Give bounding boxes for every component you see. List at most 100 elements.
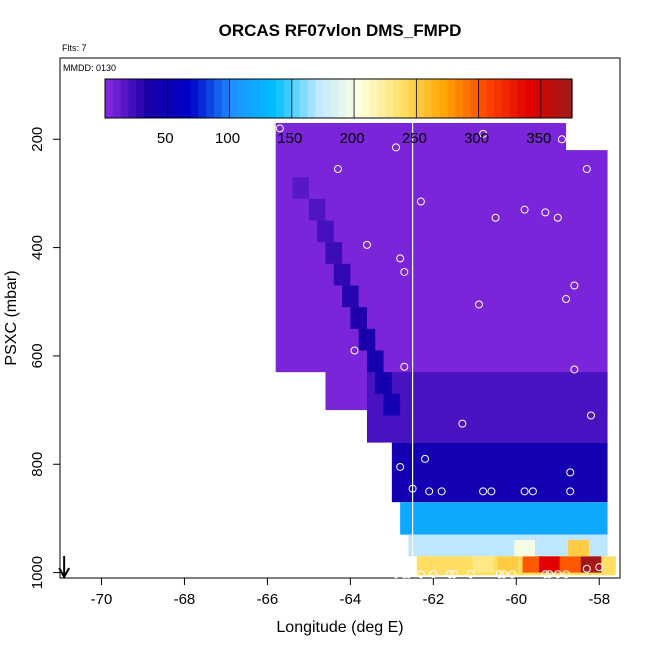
sample-point-48: [582, 564, 591, 573]
heatmap-edge-cell-3: [325, 242, 343, 264]
sample-point-16: [570, 281, 579, 290]
sample-point-10: [491, 213, 500, 222]
x-tick-label-1: -68: [174, 591, 196, 608]
colorbar-segment-56: [540, 79, 550, 118]
sample-point-33: [392, 570, 400, 579]
colorbar-segment-57: [548, 79, 558, 118]
colorbar-segment-0: [105, 79, 114, 118]
colorbar-segment-39: [408, 79, 417, 118]
colorbar-segment-44: [447, 79, 456, 118]
arrow-head: [58, 567, 71, 580]
sample-point-46: [553, 570, 562, 579]
colorbar-segment-6: [151, 79, 161, 118]
colorbar-segment-9: [175, 79, 184, 118]
colorbar-segment-33: [361, 79, 371, 118]
heatmap-edge-cell-2: [317, 220, 334, 243]
colorbar-segment-18: [245, 79, 254, 118]
plot-frame: [59, 57, 621, 579]
chart-title: ORCAS RF07vlon DMS_FMPD: [219, 21, 462, 40]
colorbar-segment-54: [525, 79, 534, 118]
colorbar-tick-label-3: 200: [340, 130, 365, 147]
colorbar-segment-15: [221, 79, 231, 118]
colorbar-segment-27: [315, 79, 324, 118]
colorbar-segment-3: [128, 79, 137, 118]
heatmap-edge-cell-4: [333, 263, 351, 286]
heatmap-hot-cell-0: [472, 556, 494, 573]
heatmap-edge-cell-1: [308, 198, 326, 221]
sample-point-22: [421, 454, 430, 463]
sample-point-6: [541, 208, 550, 217]
sample-point-49: [595, 563, 604, 572]
colorbar-segment-5: [143, 79, 153, 118]
sample-point-29: [487, 487, 496, 496]
heatmap-edge-cell-7: [358, 328, 376, 351]
colorbar-frame: [104, 78, 573, 119]
sample-point-45: [545, 570, 554, 579]
colorbar-segment-26: [307, 79, 316, 118]
sample-point-0: [275, 124, 284, 133]
arrow-marker: [58, 556, 71, 580]
colorbar-segment-25: [299, 79, 308, 118]
sample-point-21: [458, 419, 467, 428]
heatmap-region-4: [400, 502, 608, 535]
heatmap-edge-cell-6: [350, 307, 367, 329]
heatmap-edge-cell-8: [366, 350, 384, 373]
sample-point-18: [400, 362, 409, 371]
sample-point-2: [392, 143, 400, 152]
sample-point-23: [396, 462, 405, 471]
colorbar-segment-41: [424, 79, 433, 118]
x-axis-label: Longitude (deg E): [276, 619, 403, 636]
x-tick-label-2: -66: [257, 591, 279, 608]
sample-points: [275, 124, 604, 579]
colorbar-tick-label-6: 350: [526, 130, 551, 147]
colorbar-segment-20: [260, 79, 270, 118]
heatmap-region-2: [366, 372, 608, 443]
y-tick-label-0: 200: [29, 127, 46, 152]
sample-point-3: [416, 197, 425, 206]
sample-point-7: [553, 213, 562, 222]
heatmap-region-3: [391, 442, 608, 503]
heatmap-hot-cell-3: [539, 556, 560, 573]
colorbar-segment-13: [206, 79, 215, 118]
y-tick-label-3: 800: [29, 452, 46, 477]
heatmap-edge-cell-5: [342, 285, 359, 308]
sample-point-11: [362, 240, 371, 249]
colorbar-segment-49: [486, 79, 495, 118]
sample-point-27: [437, 487, 446, 496]
heatmap-hot-cell-7: [568, 540, 589, 557]
colorbar-segment-31: [346, 79, 355, 118]
sample-point-39: [450, 570, 459, 579]
colorbar-segment-23: [284, 79, 293, 118]
sample-point-4: [479, 129, 488, 138]
heatmap-edge-cell-10: [383, 393, 401, 416]
colorbar-segment-16: [229, 79, 238, 118]
colorbar-tick-label-5: 300: [464, 130, 489, 147]
sample-point-14: [474, 300, 483, 309]
colorbar-segment-14: [213, 79, 223, 118]
sample-point-12: [396, 254, 405, 263]
colorbar-segment-37: [392, 79, 402, 118]
x-tick-label-5: -60: [505, 591, 527, 608]
colorbar-segment-42: [431, 79, 441, 118]
sample-point-20: [586, 411, 595, 420]
sample-point-19: [570, 365, 579, 374]
chart-annotation: MMDD: 0130: [63, 63, 116, 73]
colorbar-segment-4: [136, 79, 145, 118]
colorbar-segment-29: [330, 79, 340, 118]
colorbar-tick-label-2: 150: [277, 130, 302, 147]
sample-point-26: [425, 487, 434, 496]
sample-point-25: [408, 484, 417, 493]
colorbar-segment-43: [439, 79, 449, 118]
colorbar-segment-32: [354, 79, 363, 118]
sample-point-9: [582, 165, 591, 174]
heatmap-cells: [275, 123, 616, 576]
sample-point-31: [528, 487, 537, 496]
colorbar: 50 100 150 200 250 300 350: [104, 78, 573, 147]
y-tick-label-4: 1000: [29, 556, 46, 589]
heatmap-hot-cell-2: [522, 556, 544, 573]
colorbar-segment-2: [120, 79, 129, 118]
y-axis: 200 400 600 800 1000: [29, 127, 60, 589]
y-tick-label-2: 600: [29, 343, 46, 368]
sample-point-24: [566, 468, 575, 477]
